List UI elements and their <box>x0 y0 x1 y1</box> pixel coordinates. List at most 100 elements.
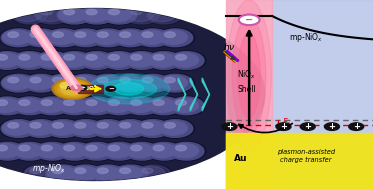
Circle shape <box>14 8 42 22</box>
Circle shape <box>0 52 25 69</box>
Text: +: + <box>353 122 360 131</box>
Circle shape <box>126 144 154 158</box>
Circle shape <box>33 96 72 116</box>
Circle shape <box>111 73 150 93</box>
Circle shape <box>22 164 60 184</box>
Text: +: + <box>79 85 85 91</box>
Circle shape <box>122 51 161 70</box>
Circle shape <box>167 51 206 70</box>
Circle shape <box>3 76 31 90</box>
Circle shape <box>81 53 109 67</box>
Circle shape <box>164 123 175 128</box>
Circle shape <box>325 123 339 130</box>
Circle shape <box>46 120 81 137</box>
Circle shape <box>0 9 265 180</box>
Circle shape <box>68 74 103 92</box>
Circle shape <box>25 166 53 180</box>
Circle shape <box>111 119 150 138</box>
Circle shape <box>47 166 75 180</box>
Circle shape <box>0 53 19 67</box>
Circle shape <box>36 98 64 112</box>
Circle shape <box>158 29 193 47</box>
Circle shape <box>55 5 94 25</box>
Circle shape <box>70 121 98 135</box>
Circle shape <box>1 29 36 47</box>
Circle shape <box>75 77 86 83</box>
Circle shape <box>134 73 172 93</box>
Text: $h\nu$: $h\nu$ <box>223 41 236 52</box>
Text: +: + <box>329 122 335 131</box>
Circle shape <box>12 142 47 160</box>
Circle shape <box>23 29 59 47</box>
Text: −: − <box>245 15 253 25</box>
Circle shape <box>97 32 108 37</box>
Circle shape <box>89 164 128 184</box>
Circle shape <box>113 74 148 92</box>
Circle shape <box>134 164 172 184</box>
Circle shape <box>276 123 291 130</box>
Circle shape <box>79 6 115 24</box>
Circle shape <box>57 142 92 160</box>
Circle shape <box>239 15 260 25</box>
Circle shape <box>170 98 198 112</box>
Circle shape <box>91 165 126 183</box>
Circle shape <box>35 142 70 160</box>
Circle shape <box>131 100 142 105</box>
Circle shape <box>120 123 131 128</box>
Circle shape <box>91 29 126 47</box>
Circle shape <box>137 30 165 44</box>
Circle shape <box>79 142 115 160</box>
Circle shape <box>0 119 38 138</box>
Circle shape <box>100 96 139 116</box>
Circle shape <box>134 119 172 138</box>
Circle shape <box>8 32 19 37</box>
Circle shape <box>135 120 170 137</box>
Text: mp-NiO$_x$: mp-NiO$_x$ <box>32 162 66 175</box>
Circle shape <box>68 120 103 137</box>
Circle shape <box>137 76 165 90</box>
Circle shape <box>44 164 83 184</box>
Circle shape <box>145 5 184 25</box>
Circle shape <box>103 53 131 67</box>
Circle shape <box>35 97 70 115</box>
Circle shape <box>89 119 128 138</box>
Circle shape <box>145 51 184 70</box>
Circle shape <box>78 5 116 25</box>
Circle shape <box>92 166 120 180</box>
Circle shape <box>131 55 142 60</box>
Ellipse shape <box>227 0 272 151</box>
Text: +: + <box>304 122 311 131</box>
Circle shape <box>46 165 81 183</box>
Circle shape <box>19 145 30 151</box>
Circle shape <box>36 8 64 22</box>
Circle shape <box>55 51 94 70</box>
Text: Au: Au <box>66 86 76 91</box>
Circle shape <box>81 98 109 112</box>
Circle shape <box>124 142 159 160</box>
Circle shape <box>86 9 97 15</box>
Text: plasmon-assisted
charge transfer: plasmon-assisted charge transfer <box>277 149 335 163</box>
Circle shape <box>153 9 164 15</box>
Circle shape <box>44 73 83 93</box>
Circle shape <box>169 97 204 115</box>
Circle shape <box>23 74 59 92</box>
Circle shape <box>30 32 41 37</box>
Circle shape <box>44 28 83 48</box>
Circle shape <box>92 76 120 90</box>
Circle shape <box>124 97 159 115</box>
Circle shape <box>148 98 176 112</box>
Circle shape <box>14 98 42 112</box>
Text: −: − <box>108 86 114 92</box>
Circle shape <box>113 165 148 183</box>
Circle shape <box>100 141 139 161</box>
Circle shape <box>92 121 120 135</box>
Circle shape <box>145 141 184 161</box>
Circle shape <box>103 144 131 158</box>
Circle shape <box>159 121 187 135</box>
Circle shape <box>145 96 184 116</box>
Circle shape <box>0 96 27 116</box>
Circle shape <box>86 145 97 151</box>
Circle shape <box>25 76 53 90</box>
Circle shape <box>79 52 115 69</box>
Circle shape <box>106 86 116 91</box>
